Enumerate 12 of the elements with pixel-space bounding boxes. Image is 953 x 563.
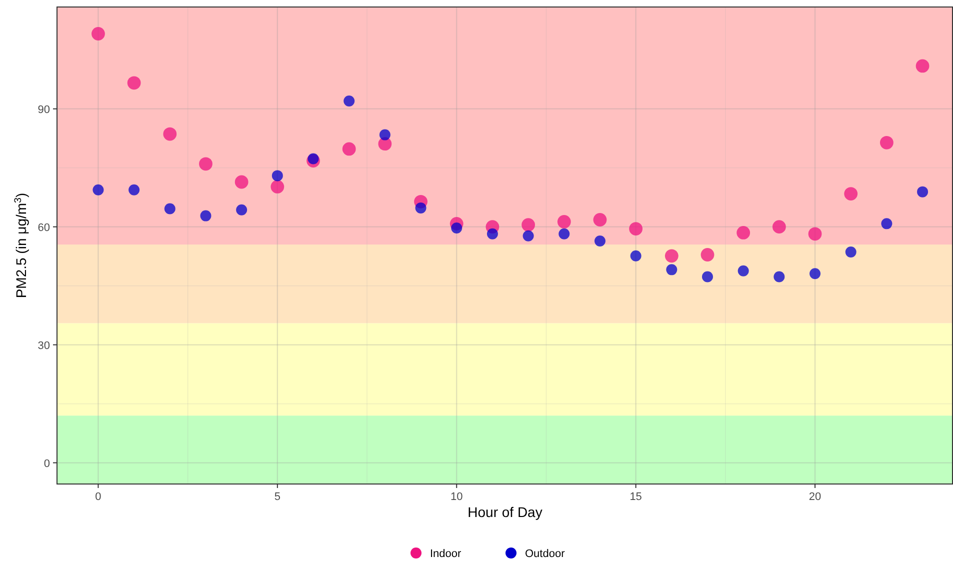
y-tick-label: 60 bbox=[38, 222, 50, 234]
x-tick-label: 0 bbox=[95, 491, 102, 503]
y-tick-label: 0 bbox=[44, 458, 50, 470]
x-tick-label: 10 bbox=[450, 491, 463, 503]
legend-label: Indoor bbox=[430, 548, 462, 560]
x-tick-label: 5 bbox=[274, 491, 280, 503]
y-tick-label: 90 bbox=[38, 104, 50, 116]
x-axis-title: Hour of Day bbox=[468, 504, 542, 520]
x-tick-label: 20 bbox=[808, 491, 822, 503]
legend-label: Outdoor bbox=[525, 548, 566, 560]
x-tick-label: 15 bbox=[630, 491, 642, 503]
y-tick-label: 30 bbox=[38, 340, 50, 352]
